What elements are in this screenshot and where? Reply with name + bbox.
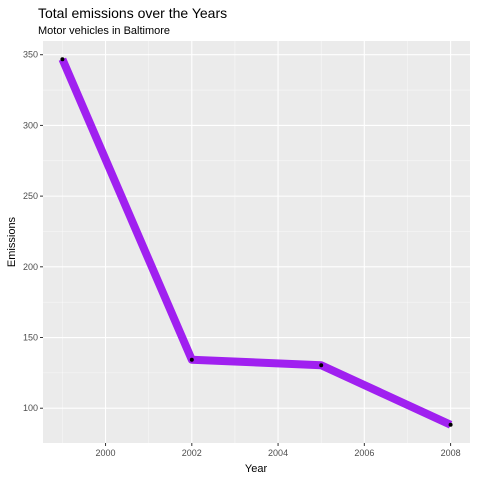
data-point [448,422,453,427]
x-axis: 2000 2002 2004 2006 2008 [96,443,461,458]
x-tick-label: 2006 [354,448,374,458]
data-point [60,57,65,62]
series-layer [58,57,453,429]
x-tick-label: 2004 [268,448,288,458]
y-tick-label: 350 [23,50,38,60]
x-tick-label: 2002 [182,448,202,458]
x-axis-label: Year [245,463,268,475]
y-tick-label: 250 [23,191,38,201]
y-tick-label: 150 [23,333,38,343]
x-tick-label: 2000 [96,448,116,458]
grid-layer [43,41,470,443]
y-axis: 100 150 200 250 300 350 [23,50,43,413]
chart-title: Total emissions over the Years [38,5,227,21]
y-tick-label: 300 [23,120,38,130]
plot-panel [43,41,470,443]
y-tick-label: 200 [23,262,38,272]
series-line [58,57,453,429]
data-point [189,357,194,362]
y-tick-label: 100 [23,403,38,413]
data-point [319,363,324,368]
y-axis-label: Emissions [6,216,18,267]
x-tick-label: 2008 [441,448,461,458]
chart-subtitle: Motor vehicles in Baltimore [38,25,170,37]
